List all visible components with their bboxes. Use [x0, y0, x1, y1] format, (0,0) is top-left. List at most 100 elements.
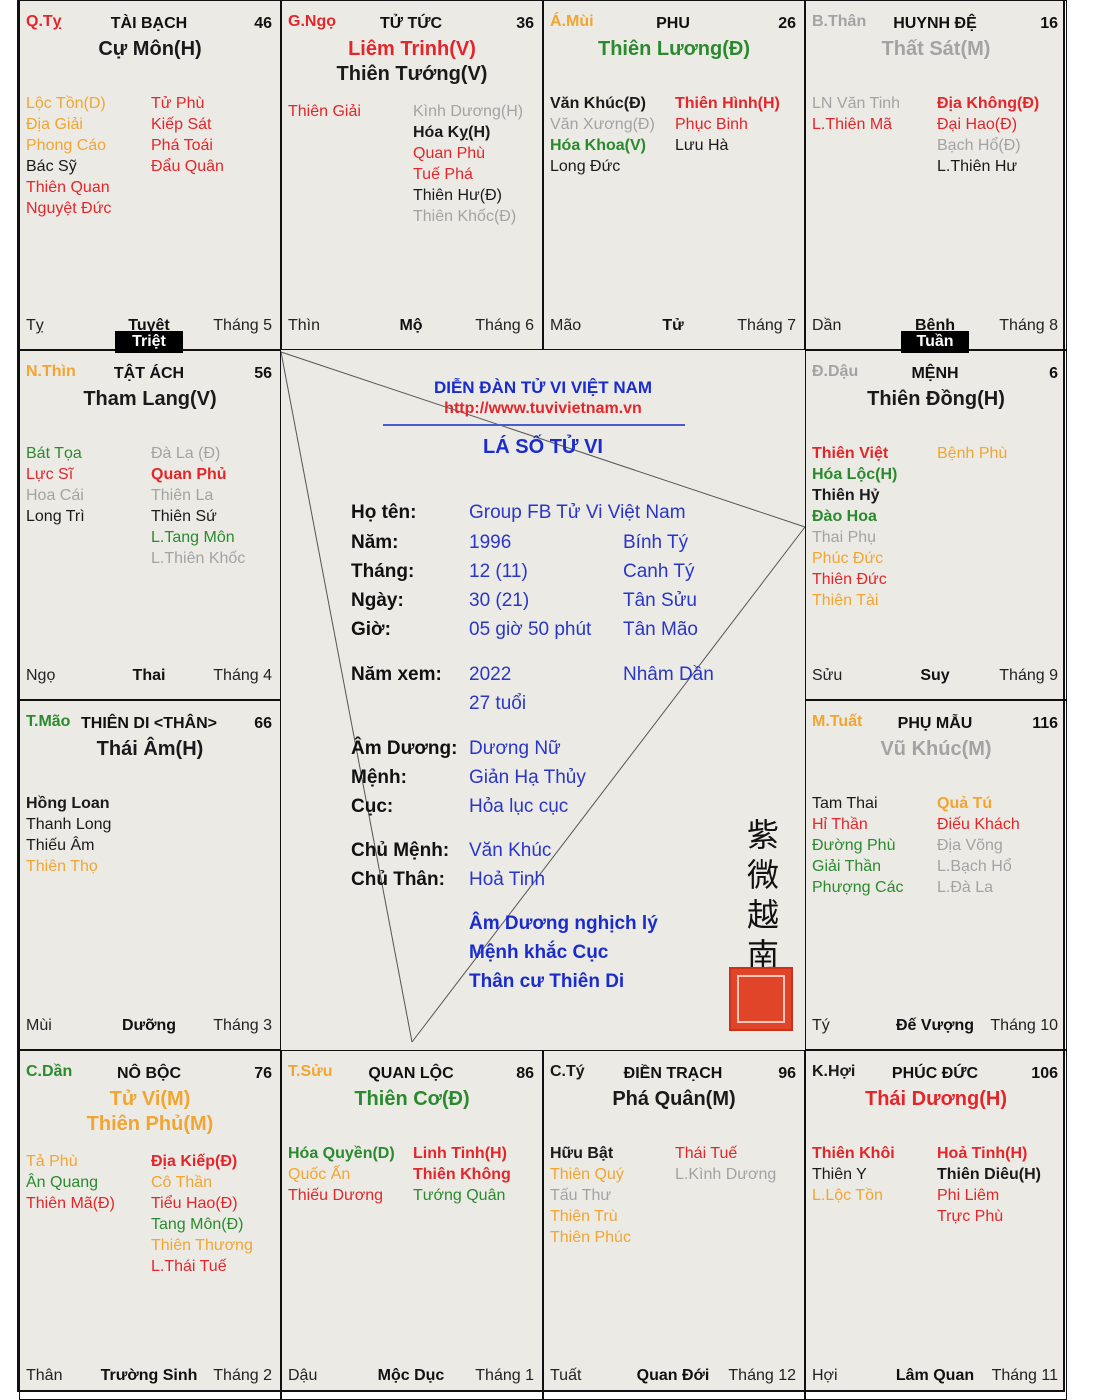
minor-stars-left: LN Văn Tinh L.Thiên Mã	[812, 93, 937, 177]
minor-stars-right: Đà La (Đ) Quan Phủ Thiên La Thiên Sứ L.Tang …	[151, 443, 276, 569]
minor-stars-right: Thiên Hình(H) Phục Binh Lưu Hà	[675, 93, 800, 177]
life-stage: Thai	[132, 667, 166, 684]
cell-footer: Bệnh Dần Tháng 8	[812, 317, 1058, 337]
can-chi: Đ.Dậu	[812, 363, 859, 380]
star: Thiên Hư(Đ)	[413, 187, 502, 204]
palace-name: HUYNH ĐỆ	[893, 15, 977, 32]
palace-cell[interactable]: PHÚC ĐỨC K.Hợi 106 Thái Dương(H) Thiên K…	[805, 1050, 1067, 1400]
star: Hồng Loan	[26, 795, 110, 812]
dai-han-number: 16	[1040, 15, 1058, 32]
chart-note: Âm Dương nghịch lý	[469, 913, 658, 934]
palace-cell[interactable]: QUAN LỘC T.Sửu 86 Thiên Cơ(Đ) Hóa Quyền(…	[281, 1050, 543, 1400]
star: L.Thái Tuế	[151, 1258, 227, 1275]
main-stars: Thái Dương(H)	[806, 1087, 1066, 1112]
star: Thiên Y	[812, 1166, 867, 1183]
minor-stars-left: Lộc Tồn(D) Địa Giải Phong Cáo Bác Sỹ Thiên Q…	[26, 93, 151, 219]
cell-footer: Trường Sinh Thân Tháng 2	[26, 1367, 272, 1387]
main-star: Thiên Cơ(Đ)	[354, 1088, 470, 1110]
life-stage: Lâm Quan	[895, 1367, 975, 1384]
cell-footer: Tử Mão Tháng 7	[550, 317, 796, 337]
main-stars: Thái Âm(H)	[20, 737, 280, 762]
star: Thiên Tài	[812, 592, 879, 609]
minor-stars: Hồng Loan Thanh Long Thiếu Âm Thiên Thọ	[26, 793, 276, 877]
star: Tử Phù	[151, 95, 205, 112]
palace-cell[interactable]: NÔ BỘC C.Dần 76 Tử Vi(M) Thiên Phủ(M) Tả …	[19, 1050, 281, 1400]
minor-stars-right: Linh Tinh(H) Thiên Không Tướng Quân	[413, 1143, 538, 1206]
star: Nguyệt Đức	[26, 200, 112, 217]
dai-han-number: 76	[254, 1065, 272, 1082]
info-value: 30 (21)	[469, 590, 530, 611]
main-star: Tử Vi(M)	[109, 1088, 191, 1110]
minor-stars-left: Văn Khúc(Đ) Văn Xương(Đ) Hóa Khoa(V) Long Đ…	[550, 93, 675, 177]
star: Hoả Tinh(H)	[937, 1145, 1028, 1162]
palace-cell[interactable]: PHU Á.Mùi 26 Thiên Lương(Đ) Văn Khúc(Đ) V…	[543, 0, 805, 350]
star: Thai Phụ	[812, 529, 877, 546]
star: Thiên La	[151, 487, 214, 504]
palace-cell[interactable]: PHỤ MẪU M.Tuất 116 Vũ Khúc(M) Tam Thai Hỉ…	[805, 700, 1067, 1050]
star: Thiên Quan	[26, 179, 110, 196]
month: Tháng 9	[999, 667, 1058, 684]
star: Giải Thần	[812, 858, 882, 875]
main-star: Thái Âm(H)	[96, 738, 204, 760]
forum-url[interactable]: http://www.tuvivietnam.vn	[444, 400, 642, 417]
palace-name: TẬT ÁCH	[113, 365, 185, 382]
main-stars: Phá Quân(M)	[544, 1087, 804, 1112]
cell-footer: Quan Đới Tuất Tháng 12	[550, 1367, 796, 1387]
branch: Dần	[812, 317, 842, 334]
palace-name: PHÚC ĐỨC	[891, 1065, 979, 1082]
dai-han-number: 66	[254, 715, 272, 732]
calligraphy: 紫 微 越 南	[741, 815, 785, 975]
dai-han-number: 36	[516, 15, 534, 32]
palace-cell[interactable]: TẬT ÁCH N.Thìn 56 Tham Lang(V) Bát Tọa Lự…	[19, 350, 281, 700]
life-stage: Tuyệt	[128, 317, 170, 334]
info-value: 05 giờ 50 phút	[469, 619, 592, 640]
palace-cell[interactable]: MỆNH Đ.Dậu 6 Thiên Đồng(H) Thiên Việt Hóa…	[805, 350, 1067, 700]
minor-stars-left: Hóa Quyền(D) Quốc Ấn Thiếu Dương	[288, 1143, 413, 1206]
main-stars: Liêm Trinh(V) Thiên Tướng(V)	[282, 37, 542, 87]
main-stars: Thiên Đồng(H)	[806, 387, 1066, 412]
info-row: Giờ: 05 giờ 50 phút Tân Mão	[281, 619, 805, 643]
minor-stars-left: Thiên Khôi Thiên Y L.Lộc Tồn	[812, 1143, 937, 1227]
star: Kình Dương(H)	[413, 103, 524, 120]
minor-stars-right	[151, 793, 276, 877]
calligraphy-char: 微	[746, 856, 779, 894]
cell-header: TÀI BẠCH Q.Tỵ 46	[26, 13, 272, 35]
palace-cell[interactable]: THIÊN DI <THÂN> T.Mão 66 Thái Âm(H) Hồng…	[19, 700, 281, 1050]
palace-cell[interactable]: TÀI BẠCH Q.Tỵ 46 Cự Môn(H) Lộc Tồn(D) Địa…	[19, 0, 281, 350]
star: L.Đà La	[937, 879, 994, 896]
star: Phi Liêm	[937, 1187, 1000, 1204]
main-star: Vũ Khúc(M)	[880, 738, 992, 760]
main-star: Thiên Đồng(H)	[867, 388, 1005, 410]
star: Điếu Khách	[937, 816, 1020, 833]
cell-header: QUAN LỘC T.Sửu 86	[288, 1063, 534, 1085]
branch: Dậu	[288, 1367, 318, 1384]
info-label: Năm xem:	[351, 664, 442, 685]
minor-stars-left: Thiên Giải	[288, 101, 413, 227]
minor-stars-left: Tả Phù Ân Quang Thiên Mã(Đ)	[26, 1151, 151, 1277]
star: L.Bạch Hổ	[937, 858, 1012, 875]
divider	[383, 424, 685, 426]
star: Đẩu Quân	[151, 158, 224, 175]
star: Thiên Trù	[550, 1208, 618, 1225]
palace-cell[interactable]: TỬ TỨC G.Ngọ 36 Liêm Trinh(V) Thiên Tướng…	[281, 0, 543, 350]
palace-cell[interactable]: HUYNH ĐỆ B.Thân 16 Thất Sát(M) LN Văn Ti…	[805, 0, 1067, 350]
star: Địa Không(Đ)	[937, 95, 1040, 112]
star: Hoa Cái	[26, 487, 84, 504]
main-star: Thiên Phủ(M)	[86, 1113, 214, 1135]
star: Linh Tinh(H)	[413, 1145, 507, 1162]
star: Thiên Quý	[550, 1166, 624, 1183]
palace-cell[interactable]: ĐIỀN TRẠCH C.Tý 96 Phá Quân(M) Hữu Bật Th…	[543, 1050, 805, 1400]
life-stage: Đế Vượng	[895, 1017, 975, 1034]
star: Đường Phù	[812, 837, 896, 854]
can-chi: G.Ngọ	[288, 13, 336, 30]
palace-name: THIÊN DI <THÂN>	[80, 715, 217, 732]
info-can-chi: Bính Tý	[623, 532, 689, 553]
info-row: Tháng: 12 (11) Canh Tý	[281, 561, 805, 585]
main-star: Liêm Trinh(V)	[348, 38, 476, 60]
info-value: Hoả Tinh	[469, 869, 546, 890]
star: Kiếp Sát	[151, 116, 212, 133]
star: L.Tang Môn	[151, 529, 235, 546]
chart-note: Mệnh khắc Cục	[469, 942, 609, 963]
info-value: Giản Hạ Thủy	[469, 767, 586, 788]
star: Thiên Mã(Đ)	[26, 1195, 115, 1212]
